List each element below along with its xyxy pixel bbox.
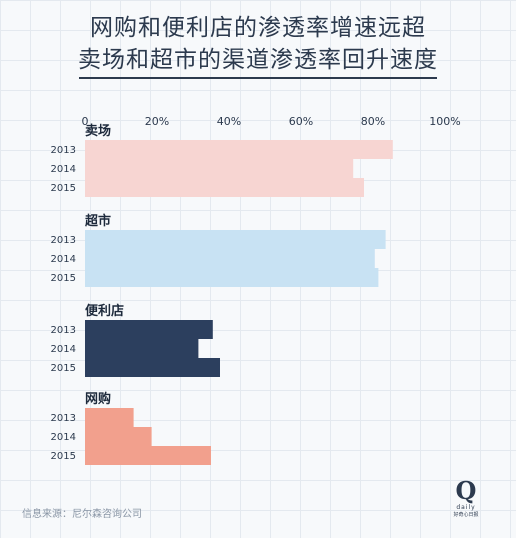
title-underline (79, 77, 437, 79)
bar (85, 358, 220, 377)
x-tick-label: 0 (82, 115, 89, 128)
bar (85, 268, 379, 287)
year-label: 2013 (51, 235, 76, 246)
bar (85, 249, 375, 268)
year-label: 2015 (51, 273, 76, 284)
year-label: 2014 (51, 344, 76, 355)
year-label: 2014 (51, 254, 76, 265)
group-label: 便利店 (85, 303, 124, 319)
chart-title: 网购和便利店的渗透率增速远超 卖场和超市的渠道渗透率回升速度 (0, 12, 516, 76)
bar (85, 159, 354, 178)
year-label: 2014 (51, 164, 76, 175)
group-label: 超市 (85, 213, 111, 229)
bar (85, 178, 364, 197)
year-label: 2014 (51, 432, 76, 443)
bar (85, 446, 211, 465)
group-label: 网购 (85, 391, 111, 407)
year-label: 2015 (51, 183, 76, 194)
x-tick-label: 60% (289, 115, 313, 128)
title-line-2: 卖场和超市的渠道渗透率回升速度 (78, 47, 438, 73)
year-label: 2013 (51, 325, 76, 336)
bar (85, 320, 213, 339)
logo-mark: Q (455, 476, 477, 505)
x-tick-label: 100% (429, 115, 460, 128)
logo-subtitle: 好奇心日报 (453, 512, 479, 518)
title-line-1: 网购和便利店的渗透率增速远超 (90, 15, 426, 41)
x-tick-label: 20% (145, 115, 169, 128)
year-label: 2015 (51, 363, 76, 374)
x-tick-label: 40% (217, 115, 241, 128)
bar (85, 408, 134, 427)
group-label: 卖场 (85, 123, 111, 139)
year-label: 2013 (51, 413, 76, 424)
year-label: 2013 (51, 145, 76, 156)
bar (85, 140, 393, 159)
brand-logo: Q daily 好奇心日报 (452, 478, 480, 519)
source-note: 信息来源：尼尔森咨询公司 (22, 509, 142, 520)
year-label: 2015 (51, 451, 76, 462)
bar (85, 339, 199, 358)
x-tick-label: 80% (361, 115, 385, 128)
bar (85, 230, 386, 249)
bar (85, 427, 152, 446)
logo-word: daily (456, 504, 476, 511)
